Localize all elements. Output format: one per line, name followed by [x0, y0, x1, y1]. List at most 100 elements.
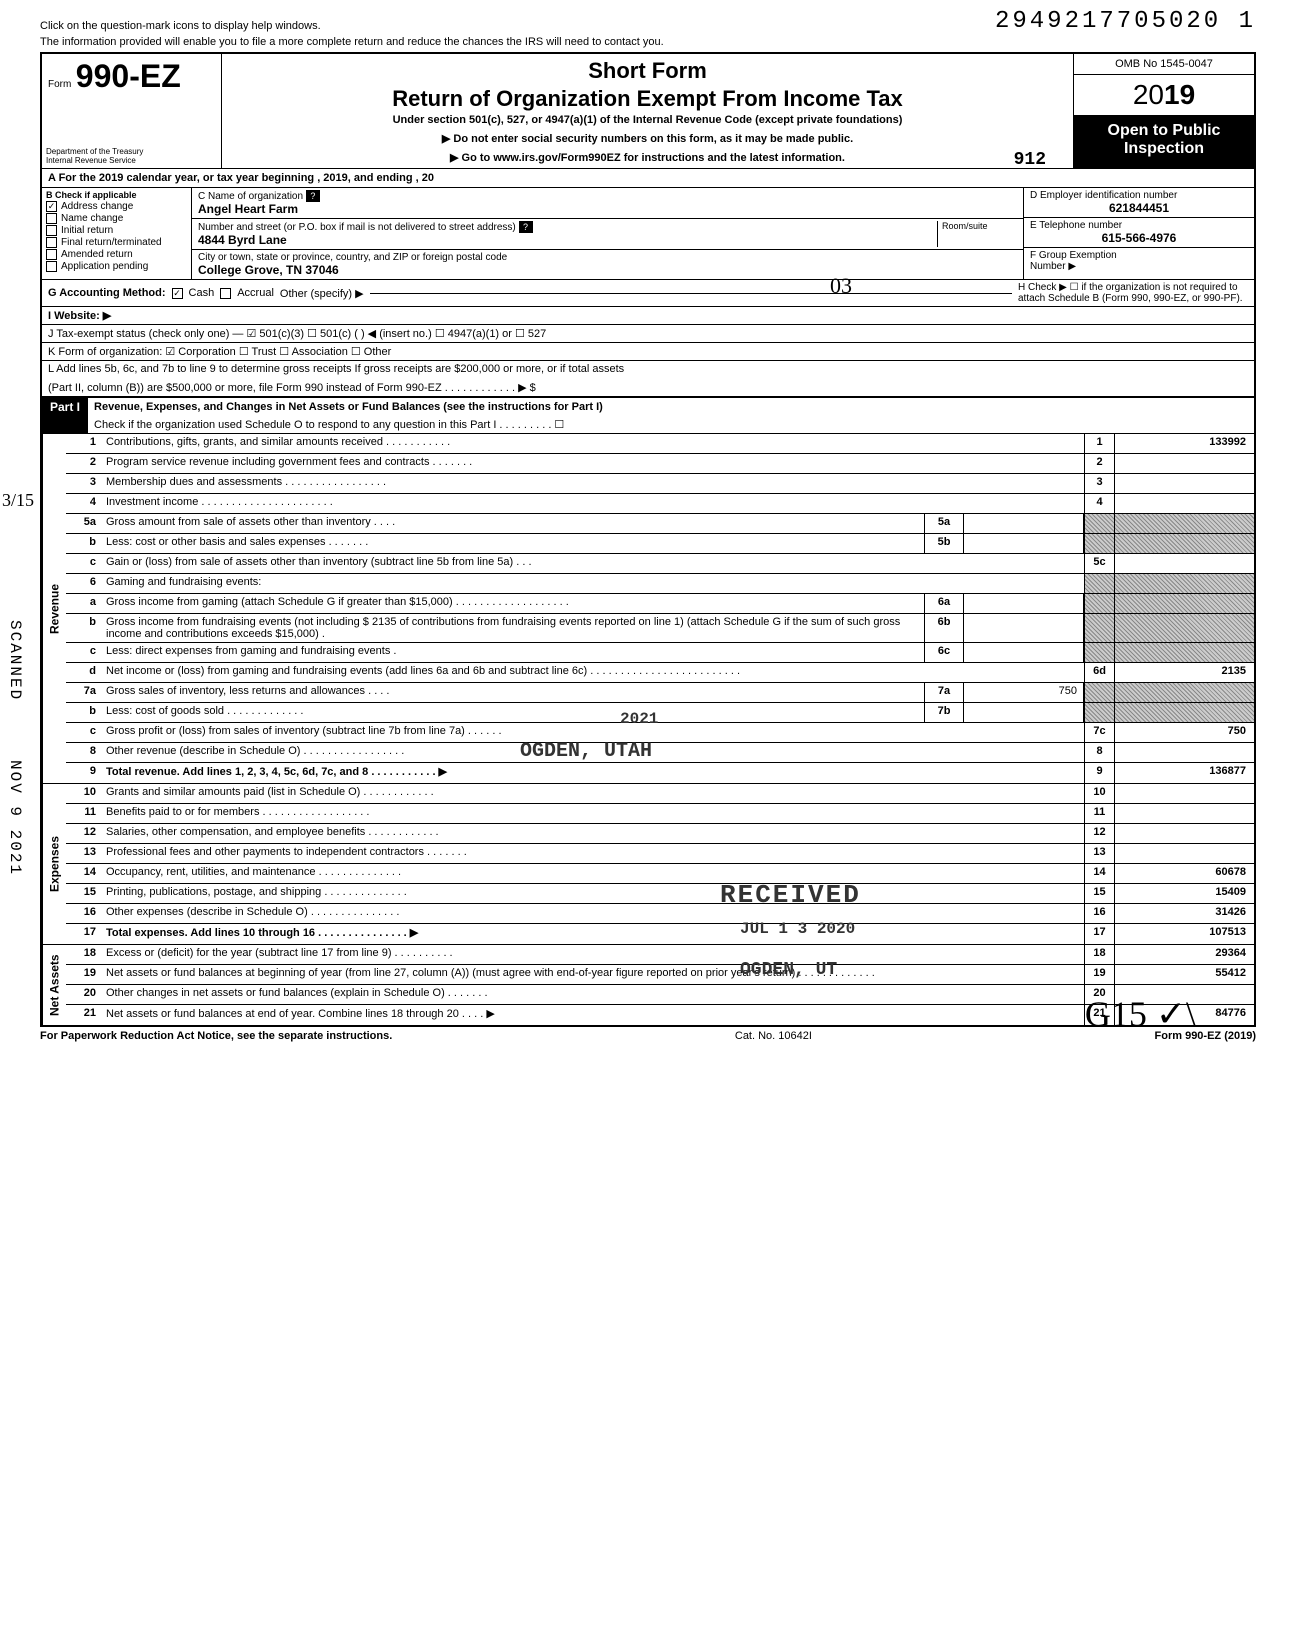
cb-address-change[interactable]: ✓: [46, 201, 57, 212]
line-6a-desc: Gross income from gaming (attach Schedul…: [102, 594, 924, 613]
line-1-num: 1: [66, 434, 102, 453]
line-6d-val: 2135: [1114, 663, 1254, 682]
line-6d-box: 6d: [1084, 663, 1114, 682]
form-number-box: Form 990-EZ Department of the Treasury I…: [42, 54, 222, 168]
line-6-shade2: [1114, 574, 1254, 593]
line-6b-shade: [1084, 614, 1114, 642]
section-b-checkboxes: B Check if applicable ✓Address change Na…: [42, 188, 192, 279]
title-box: Short Form Return of Organization Exempt…: [222, 54, 1074, 168]
line-7a-shade: [1084, 683, 1114, 702]
line-1-box: 1: [1084, 434, 1114, 453]
line-18-desc: Excess or (deficit) for the year (subtra…: [102, 945, 1084, 964]
line-21-desc: Net assets or fund balances at end of ye…: [102, 1005, 1084, 1025]
line-15-num: 15: [66, 884, 102, 903]
omb-number: OMB No 1545-0047: [1074, 54, 1254, 75]
main-title: Return of Organization Exempt From Incom…: [230, 86, 1065, 112]
line-20-desc: Other changes in net assets or fund bala…: [102, 985, 1084, 1004]
lbl-other-method: Other (specify) ▶: [280, 287, 364, 300]
subtitle: Under section 501(c), 527, or 4947(a)(1)…: [230, 114, 1065, 126]
year-suffix: 19: [1164, 79, 1195, 110]
line-6-num: 6: [66, 574, 102, 593]
lbl-accrual: Accrual: [237, 287, 274, 299]
line-14-box: 14: [1084, 864, 1114, 883]
line-18-val: 29364: [1114, 945, 1254, 964]
cb-initial-return[interactable]: [46, 225, 57, 236]
line-6b-subval: [964, 614, 1084, 642]
line-6a-num: a: [66, 594, 102, 613]
line-14-desc: Occupancy, rent, utilities, and maintena…: [102, 864, 1084, 883]
cb-amended-return[interactable]: [46, 249, 57, 260]
section-e-label: E Telephone number: [1030, 220, 1248, 231]
cb-application-pending[interactable]: [46, 261, 57, 272]
line-6c-shade: [1084, 643, 1114, 662]
line-7c-box: 7c: [1084, 723, 1114, 742]
revenue-side-label: Revenue: [42, 434, 66, 783]
open-to-public: Open to Public Inspection: [1074, 116, 1254, 168]
line-16-num: 16: [66, 904, 102, 923]
line-6c-num: c: [66, 643, 102, 662]
section-g-h-row: G Accounting Method: ✓Cash Accrual Other…: [42, 280, 1254, 307]
cb-cash[interactable]: ✓: [172, 288, 183, 299]
line-6b-shade2: [1114, 614, 1254, 642]
line-7b-shade2: [1114, 703, 1254, 722]
line-5b-num: b: [66, 534, 102, 553]
line-6d-desc: Net income or (loss) from gaming and fun…: [102, 663, 1084, 682]
stamp-scan-date: NOV 9 2021: [6, 760, 24, 876]
line-7b-shade: [1084, 703, 1114, 722]
line-4-box: 4: [1084, 494, 1114, 513]
dept-irs: Internal Revenue Service: [46, 157, 143, 166]
section-f-number: Number ▶: [1030, 261, 1248, 272]
addr-label: Number and street (or P.O. box if mail i…: [198, 222, 516, 233]
help-icon[interactable]: ?: [306, 190, 320, 202]
line-2-num: 2: [66, 454, 102, 473]
section-l-line2: (Part II, column (B)) are $500,000 or mo…: [48, 381, 536, 394]
line-12-val: [1114, 824, 1254, 843]
line-11-desc: Benefits paid to or for members . . . . …: [102, 804, 1084, 823]
org-city: College Grove, TN 37046: [198, 263, 339, 277]
cb-final-return[interactable]: [46, 237, 57, 248]
line-14-num: 14: [66, 864, 102, 883]
line-10-val: [1114, 784, 1254, 803]
line-10-box: 10: [1084, 784, 1114, 803]
line-10-num: 10: [66, 784, 102, 803]
line-5b-desc: Less: cost or other basis and sales expe…: [102, 534, 924, 553]
line-5a-subval: [964, 514, 1084, 533]
handwritten-03: 03: [830, 273, 852, 299]
cb-name-change[interactable]: [46, 213, 57, 224]
phone-value: 615-566-4976: [1030, 231, 1248, 245]
cb-accrual[interactable]: [220, 288, 231, 299]
netassets-section: Net Assets 18Excess or (deficit) for the…: [42, 945, 1254, 1025]
section-c-column: C Name of organization ? Angel Heart Far…: [192, 188, 1024, 279]
help-icon[interactable]: ?: [519, 221, 533, 233]
line-16-val: 31426: [1114, 904, 1254, 923]
city-label: City or town, state or province, country…: [198, 252, 507, 263]
line-11-box: 11: [1084, 804, 1114, 823]
line-7c-num: c: [66, 723, 102, 742]
ssn-warning: ▶ Do not enter social security numbers o…: [230, 132, 1065, 145]
lbl-cash: Cash: [189, 287, 215, 299]
section-i-label: I Website: ▶: [48, 309, 111, 322]
line-10-desc: Grants and similar amounts paid (list in…: [102, 784, 1084, 803]
line-16-desc: Other expenses (describe in Schedule O) …: [102, 904, 1084, 923]
line-11-val: [1114, 804, 1254, 823]
line-13-val: [1114, 844, 1254, 863]
line-3-box: 3: [1084, 474, 1114, 493]
section-i-row: I Website: ▶: [42, 307, 1254, 325]
section-l-line1: L Add lines 5b, 6c, and 7b to line 9 to …: [48, 363, 624, 375]
line-16-box: 16: [1084, 904, 1114, 923]
right-header: OMB No 1545-0047 2019 Open to Public Ins…: [1074, 54, 1254, 168]
line-13-box: 13: [1084, 844, 1114, 863]
line-2-val: [1114, 454, 1254, 473]
section-k-row: K Form of organization: ☑ Corporation ☐ …: [42, 343, 1254, 361]
lbl-amended-return: Amended return: [61, 249, 133, 260]
line-15-val: 15409: [1114, 884, 1254, 903]
line-6b-desc: Gross income from fundraising events (no…: [102, 614, 924, 642]
line-9-box: 9: [1084, 763, 1114, 783]
line-5c-box: 5c: [1084, 554, 1114, 573]
lbl-name-change: Name change: [61, 213, 123, 224]
line-6a-shade: [1084, 594, 1114, 613]
line-4-num: 4: [66, 494, 102, 513]
line-17-desc: Total expenses. Add lines 10 through 16 …: [102, 924, 1084, 944]
line-6b-num: b: [66, 614, 102, 642]
line-17-box: 17: [1084, 924, 1114, 944]
